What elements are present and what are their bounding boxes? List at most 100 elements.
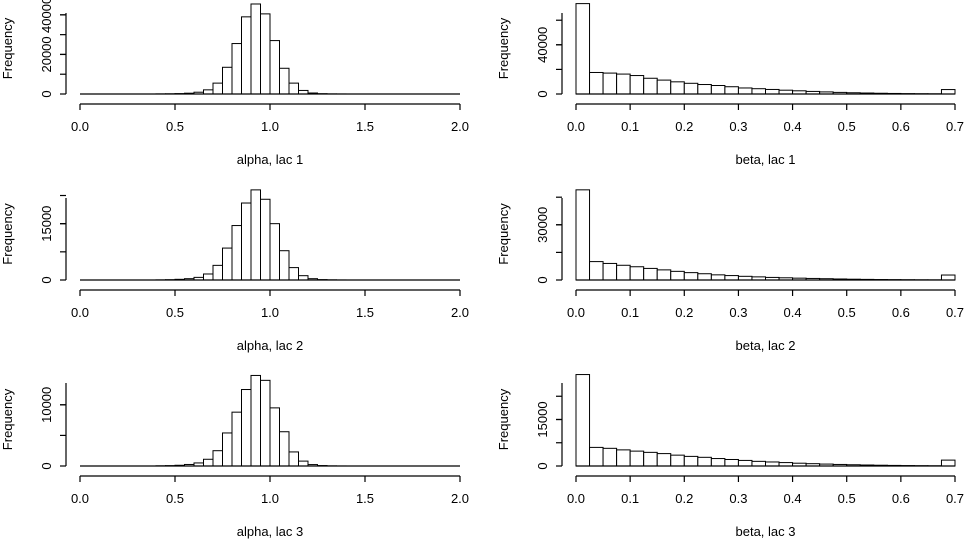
y-tick-label: 15000 — [39, 206, 54, 242]
y-tick-label: 15000 — [535, 401, 550, 437]
x-axis-title: beta, lac 1 — [736, 152, 796, 167]
histogram-bar — [231, 411, 242, 467]
x-tick-label: 0.5 — [838, 119, 856, 134]
x-tick-label: 1.0 — [261, 119, 279, 134]
y-tick-label: 0 — [39, 276, 54, 283]
histogram-bar — [269, 40, 280, 95]
histogram-bar — [724, 458, 739, 467]
histogram-bar — [683, 455, 699, 467]
y-axis-title: Frequency — [0, 388, 15, 450]
histogram-bar — [231, 225, 242, 281]
x-tick-label: 1.5 — [356, 491, 374, 506]
histogram-bar — [670, 454, 685, 467]
x-tick-label: 2.0 — [451, 119, 469, 134]
histogram-bar — [724, 86, 739, 95]
histogram-bar — [643, 267, 658, 281]
histogram-bar — [575, 374, 591, 467]
y-tick-label: 20000 — [39, 36, 54, 72]
x-tick-label: 0.0 — [567, 119, 585, 134]
histogram-bar — [710, 274, 726, 281]
histogram-bar — [602, 72, 618, 95]
histogram-bar — [697, 273, 712, 281]
histogram-bar — [765, 461, 780, 467]
histogram-bar — [241, 202, 252, 281]
x-tick-label: 0.7 — [946, 119, 964, 134]
x-tick-label: 0.7 — [946, 491, 964, 506]
x-tick-label: 0.2 — [675, 491, 693, 506]
histogram-bar — [589, 261, 604, 281]
histogram-bar — [656, 79, 672, 95]
y-tick-label: 0 — [535, 276, 550, 283]
histogram-bar — [260, 198, 271, 281]
histogram-bar — [250, 189, 261, 281]
x-tick-label: 0.5 — [838, 305, 856, 320]
histogram-bar — [279, 431, 290, 467]
histogram-bar — [697, 84, 712, 95]
x-tick-label: 0.2 — [675, 119, 693, 134]
histogram-bar — [629, 266, 645, 281]
y-tick-label: 0 — [39, 90, 54, 97]
histogram-bar — [298, 460, 309, 467]
y-tick-label: 0 — [39, 462, 54, 469]
x-tick-label: 0.1 — [621, 305, 639, 320]
y-axis-title: Frequency — [0, 203, 15, 265]
y-axis-title: Frequency — [496, 388, 511, 450]
histogram-bar — [203, 458, 214, 467]
histogram-bar — [288, 451, 299, 467]
histogram-bar — [298, 275, 309, 281]
histogram-bar — [697, 456, 712, 467]
x-axis-title: alpha, lac 3 — [237, 524, 304, 539]
histogram-bar — [683, 272, 699, 281]
histogram-panel: 0.0 0.5 1.0 1.5 2.0 0 20000 40000 Frequency alpha… — [0, 0, 469, 167]
histogram-bar — [940, 274, 956, 281]
y-tick-label: 40000 — [535, 27, 550, 63]
x-tick-label: 0.1 — [621, 491, 639, 506]
histogram-bar — [602, 262, 618, 281]
x-tick-label: 0.4 — [784, 491, 802, 506]
x-tick-label: 0.0 — [567, 305, 585, 320]
x-tick-label: 0.0 — [567, 491, 585, 506]
x-tick-label: 0.3 — [729, 305, 747, 320]
histogram-bar — [737, 87, 753, 95]
histogram-bar — [656, 453, 672, 467]
x-tick-label: 0.4 — [784, 119, 802, 134]
histogram-bar — [670, 270, 685, 281]
histogram-bar — [260, 379, 271, 467]
histogram-bar — [279, 67, 290, 95]
x-tick-label: 0.5 — [166, 119, 184, 134]
histogram-panel: 0.0 0.5 1.0 1.5 2.0 0 15000 Frequency alpha, lac… — [0, 189, 469, 353]
x-tick-label: 2.0 — [451, 491, 469, 506]
y-tick-label: 30000 — [535, 207, 550, 243]
histogram-bar — [643, 451, 658, 467]
x-tick-label: 0.0 — [71, 119, 89, 134]
x-axis-title: alpha, lac 2 — [237, 338, 304, 353]
y-tick-label: 0 — [535, 462, 550, 469]
histogram-bar — [629, 450, 645, 467]
x-tick-label: 0.2 — [675, 305, 693, 320]
histogram-bar — [222, 247, 233, 281]
x-tick-label: 1.5 — [356, 119, 374, 134]
histogram-bar — [269, 407, 280, 467]
histogram-bar — [589, 446, 604, 467]
histogram-panel: 0.0 0.1 0.2 0.3 0.4 0.5 0.6 0.7 0 15000 Frequency b… — [496, 374, 964, 539]
x-tick-label: 2.0 — [451, 305, 469, 320]
x-tick-label: 0.6 — [892, 491, 910, 506]
histogram-bar — [241, 16, 252, 95]
histogram-bar — [250, 3, 261, 95]
y-axis-title: Frequency — [496, 203, 511, 265]
x-tick-label: 0.5 — [166, 491, 184, 506]
histogram-panel: 0.0 0.1 0.2 0.3 0.4 0.5 0.6 0.7 0 40000 Frequency b… — [496, 3, 964, 167]
histogram-bar — [212, 82, 223, 95]
histogram-bar — [602, 447, 618, 467]
histogram-bar — [751, 460, 767, 467]
histogram-panel: 0.0 0.1 0.2 0.3 0.4 0.5 0.6 0.7 0 30000 Frequency b… — [496, 189, 964, 353]
histogram-bar — [940, 89, 956, 95]
histogram-bar — [212, 264, 223, 281]
x-tick-label: 0.5 — [838, 491, 856, 506]
histogram-bar — [575, 3, 591, 95]
x-axis-title: beta, lac 3 — [736, 524, 796, 539]
histogram-bar — [288, 267, 299, 281]
histogram-bar — [575, 189, 591, 281]
histogram-bar — [710, 85, 726, 95]
